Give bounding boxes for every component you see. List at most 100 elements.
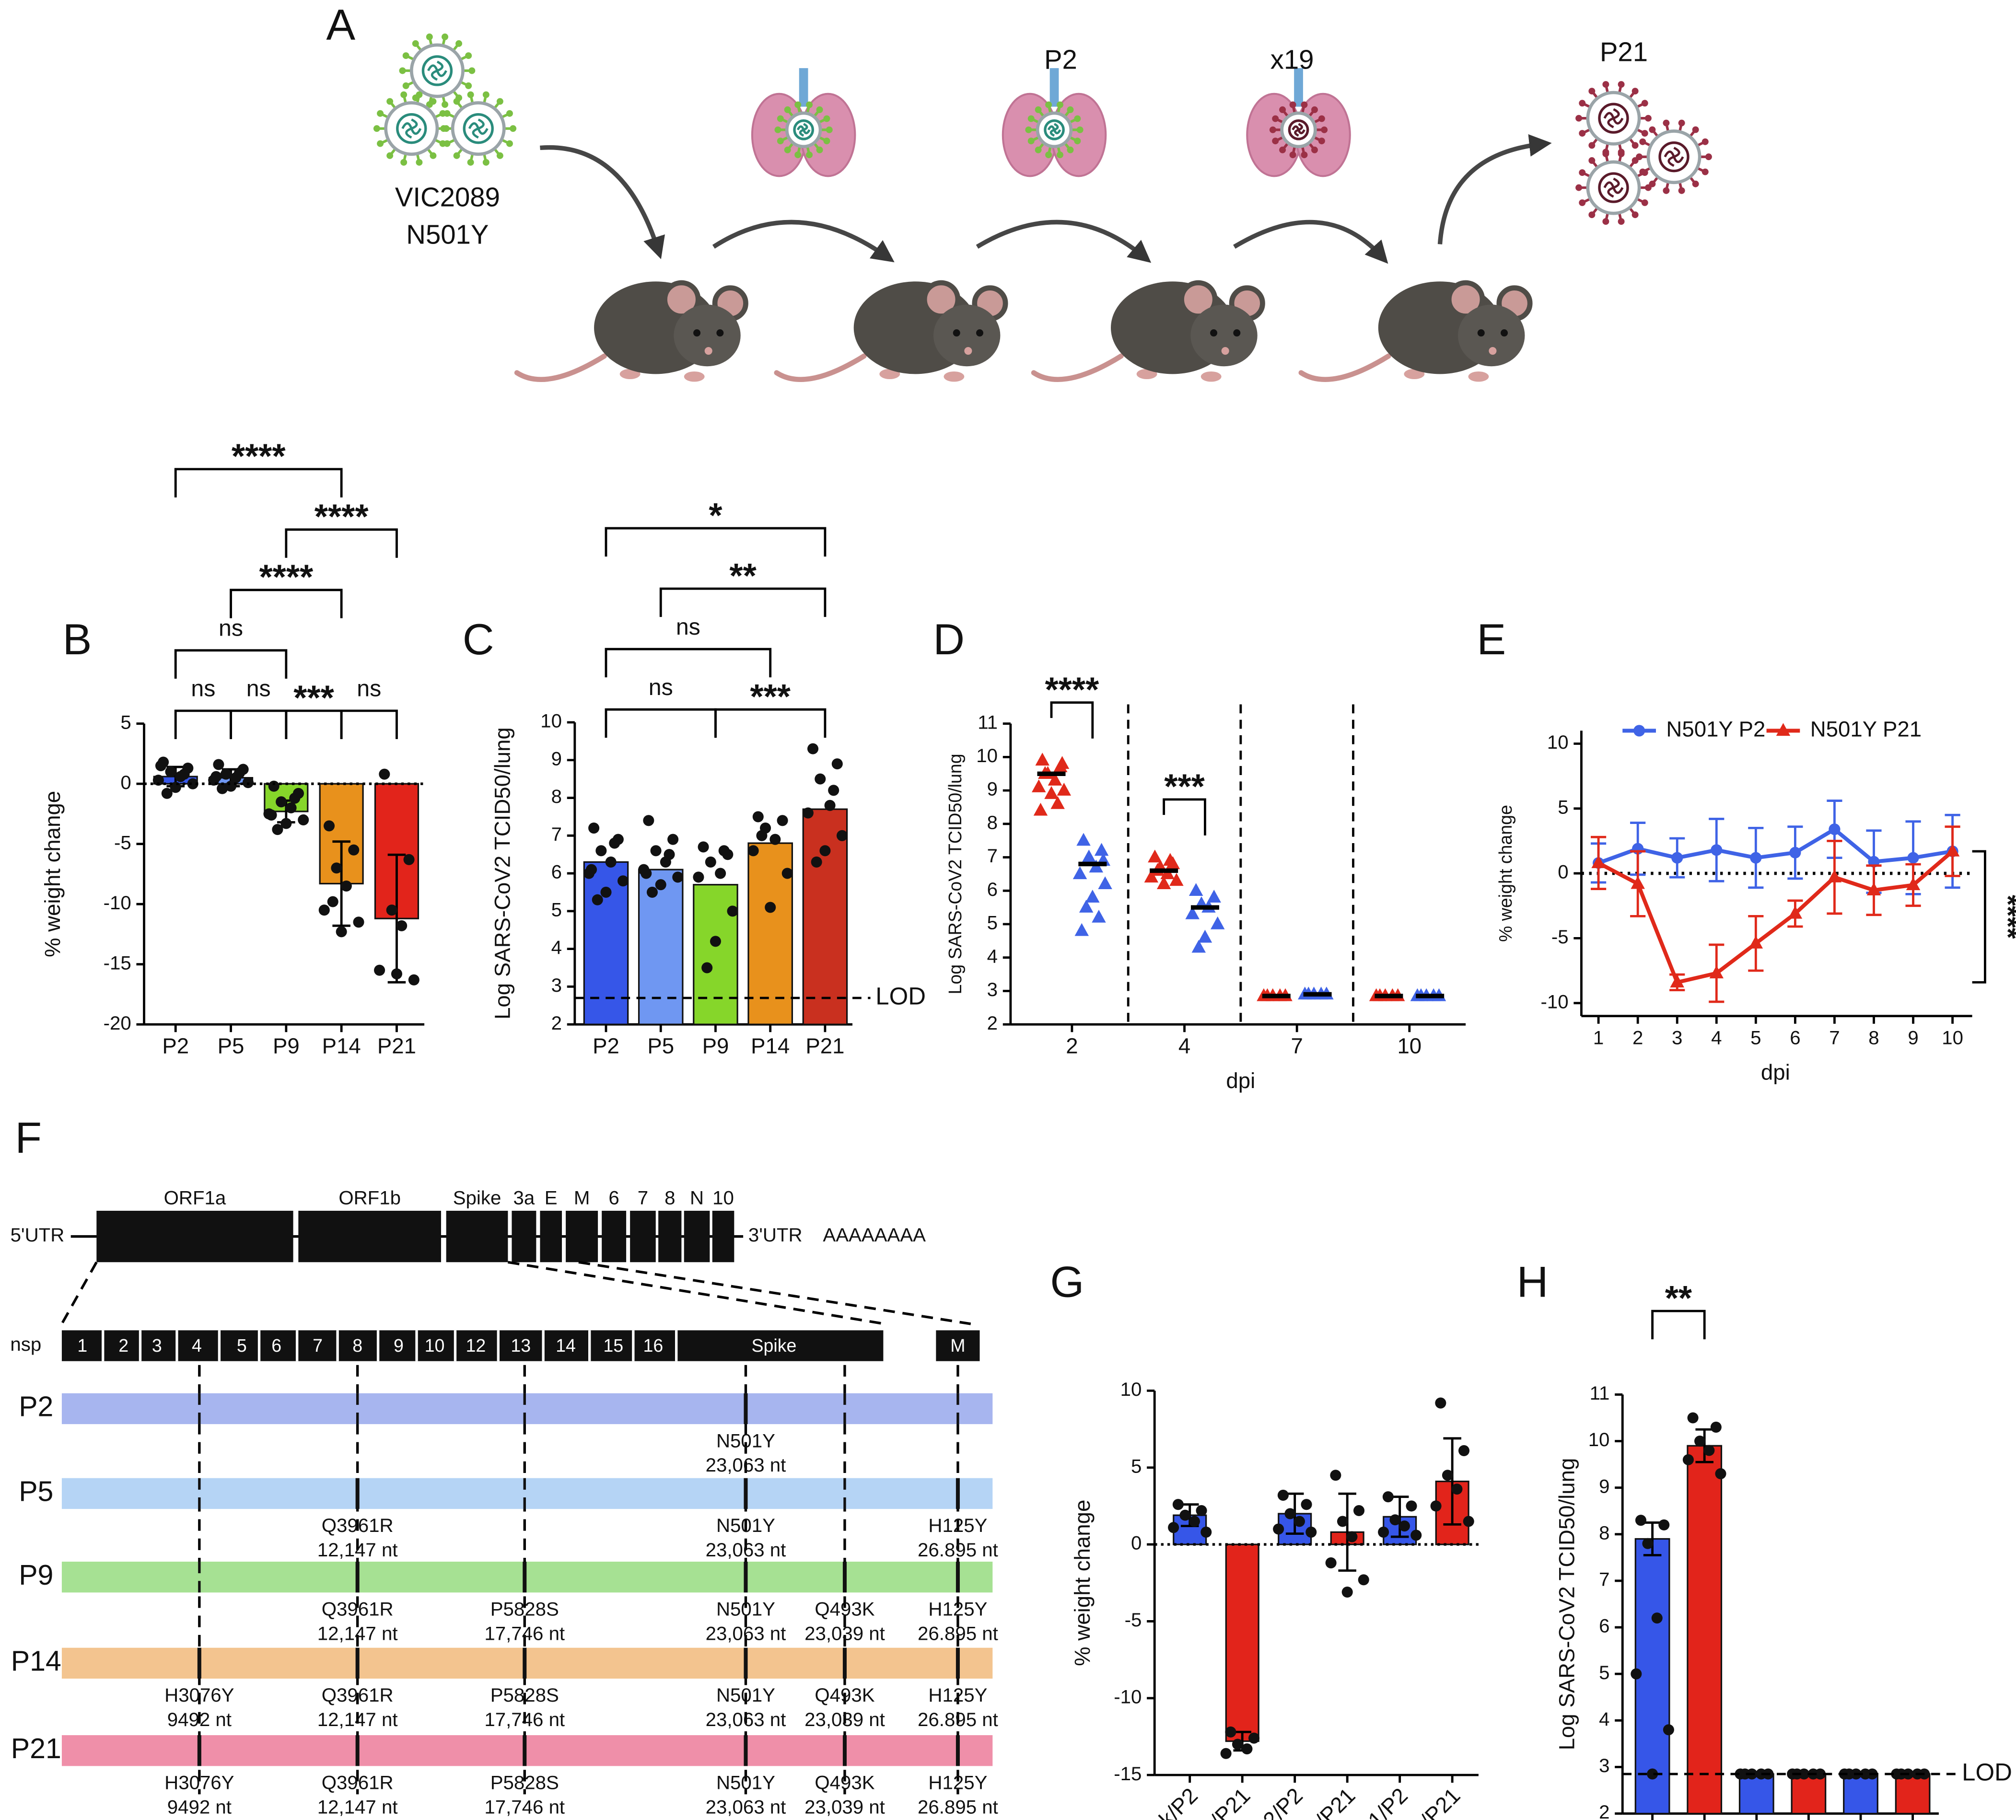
y-tick-label: 10 — [1588, 1429, 1610, 1450]
y-tick-label: 8 — [987, 811, 998, 833]
y-tick-label: -15 — [1114, 1763, 1142, 1785]
data-point — [1185, 906, 1200, 919]
x-tick-label: 10 — [1397, 1033, 1422, 1058]
virus-rna — [1664, 147, 1684, 167]
virus-spike-tip — [823, 115, 830, 122]
data-point — [1172, 1499, 1184, 1510]
virus-spike-tip — [400, 91, 408, 98]
mutation-position: 23,039 nt — [804, 1623, 885, 1644]
data-point — [1191, 939, 1206, 953]
data-point — [1198, 929, 1212, 943]
data-point — [1072, 866, 1087, 880]
data-point — [588, 823, 600, 834]
virus-spike-tip — [496, 98, 503, 105]
virus-spike-tip — [1644, 184, 1652, 191]
data-point — [1337, 1516, 1348, 1527]
data-point — [165, 766, 176, 777]
data-point — [1631, 876, 1645, 889]
virus-core — [1598, 172, 1629, 203]
virus-spike-tip — [443, 110, 451, 117]
data-point — [152, 775, 164, 786]
panel-label: G — [1050, 1258, 1084, 1307]
panel-label: B — [63, 615, 92, 664]
x-tick-label: 7 — [1291, 1033, 1303, 1058]
data-point — [701, 962, 713, 974]
x-tick-label: 4 — [1178, 1033, 1190, 1058]
virus-spike-tip — [1279, 106, 1286, 113]
x-tick-label: P21 — [377, 1033, 416, 1058]
mouse-eye — [1477, 329, 1485, 337]
data-point — [1210, 916, 1225, 929]
gene-box — [96, 1210, 293, 1263]
virus-spike-tip — [506, 140, 513, 147]
y-axis-label: % weight change — [1495, 805, 1515, 942]
significance-bracket — [1972, 850, 1986, 984]
data-point — [1651, 1612, 1663, 1624]
nsp-segment-label: 16 — [643, 1335, 664, 1356]
significance-bracket — [605, 648, 772, 678]
virus-spike-tip — [1641, 199, 1648, 206]
data-point — [1711, 844, 1723, 856]
data-point — [781, 868, 793, 879]
significance-label: ns — [191, 676, 215, 702]
y-tick-label: 9 — [1599, 1475, 1609, 1497]
y-tick-label: -10 — [104, 892, 131, 914]
data-point — [217, 783, 228, 794]
polya-label: AAAAAAAA — [823, 1224, 926, 1246]
y-tick-label: 9 — [987, 778, 998, 800]
mutation-position: 12,147 nt — [317, 1623, 398, 1644]
data-point — [1735, 1768, 1746, 1780]
y-tick-label: 4 — [987, 945, 998, 967]
mouse-eye — [976, 329, 984, 337]
passage-label: P2 — [19, 1391, 53, 1422]
virus-spike-tip — [1639, 138, 1646, 145]
data-point — [340, 880, 352, 892]
virus-spike-tip — [440, 125, 447, 132]
virus — [1025, 101, 1084, 159]
virus-spike-tip — [777, 115, 784, 122]
significance-label: **** — [1992, 895, 2016, 939]
virus-rna — [468, 118, 489, 139]
data-point — [408, 974, 420, 985]
virus-spike-tip — [1705, 153, 1712, 161]
bar — [1895, 1773, 1931, 1815]
passage-label: P5 — [19, 1475, 53, 1507]
virus-spike-tip — [1701, 168, 1709, 175]
data-point — [765, 902, 776, 913]
data-point — [609, 837, 620, 849]
flow-arrow — [1437, 134, 1552, 244]
mouse — [1031, 280, 1265, 382]
data-point — [641, 868, 652, 879]
virus-spike-tip — [1701, 138, 1709, 145]
data-point — [1330, 1470, 1341, 1481]
mutation-name: P5828S — [490, 1599, 559, 1620]
y-tick-label: 2 — [987, 1012, 998, 1034]
data-point — [1829, 823, 1841, 835]
mouse-nose — [704, 347, 712, 355]
panel-label: F — [15, 1113, 42, 1162]
data-point — [1346, 1531, 1358, 1542]
data-point — [646, 886, 658, 898]
data-point — [348, 844, 360, 856]
data-point — [811, 856, 822, 868]
data-point — [1085, 890, 1100, 903]
mouse-nose — [1489, 347, 1497, 355]
flow-arrow — [712, 220, 895, 263]
virus-spike-tip — [1631, 211, 1639, 219]
data-point — [268, 780, 280, 792]
data-point — [1305, 1526, 1317, 1538]
virus-spike-tip — [794, 101, 802, 108]
mouse-head — [1190, 304, 1258, 367]
gene-label: 7 — [638, 1187, 648, 1208]
virus — [1575, 81, 1652, 156]
mouse-foot — [1136, 369, 1157, 380]
y-axis-label: Log SARS-CoV2 TCID50/lung — [945, 754, 965, 994]
data-point — [1094, 843, 1109, 856]
virus-spike-tip — [1588, 211, 1596, 219]
virus-spike-tip — [1074, 138, 1081, 145]
virus-spike-tip — [1649, 126, 1656, 133]
virus-spike-tip — [1644, 115, 1652, 122]
nsp-segment-label: 1 — [77, 1335, 87, 1356]
virus-spike-tip — [465, 82, 472, 89]
